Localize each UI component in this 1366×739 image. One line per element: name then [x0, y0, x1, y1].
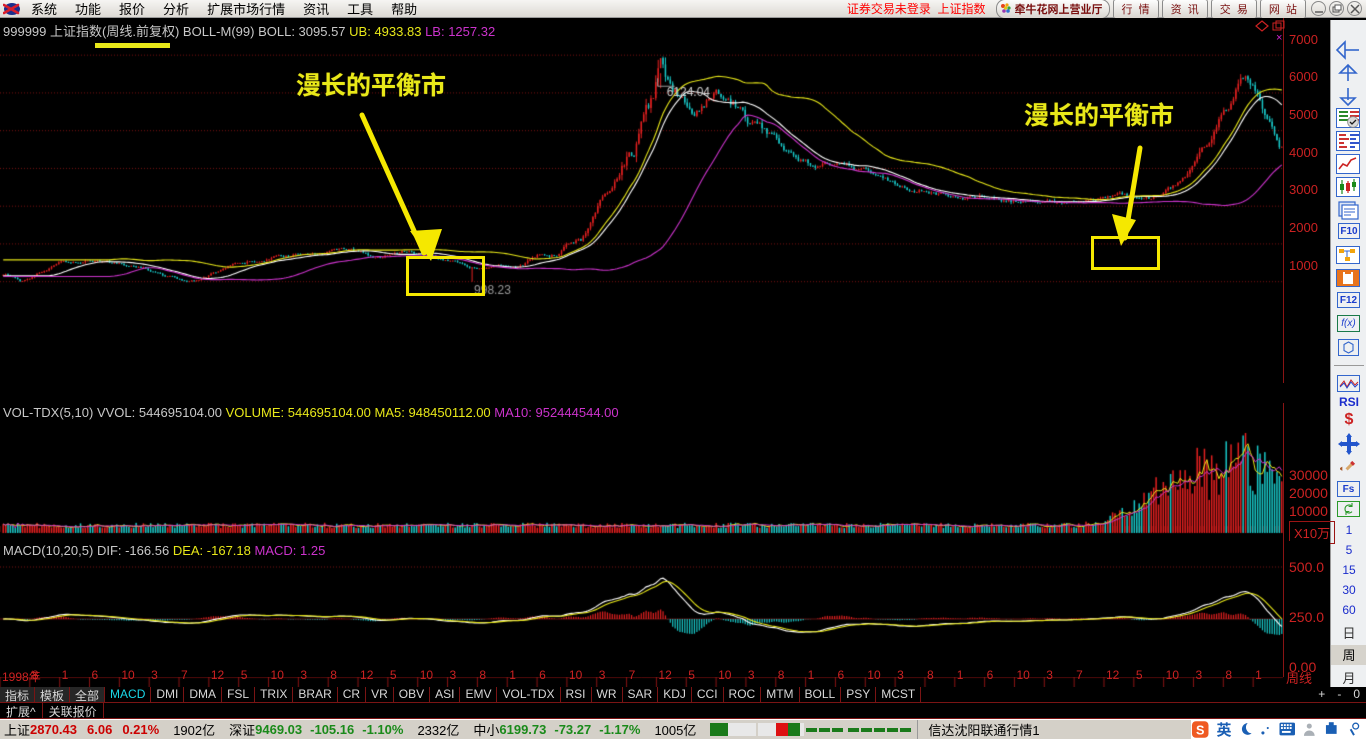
- svg-text:S: S: [1196, 723, 1204, 737]
